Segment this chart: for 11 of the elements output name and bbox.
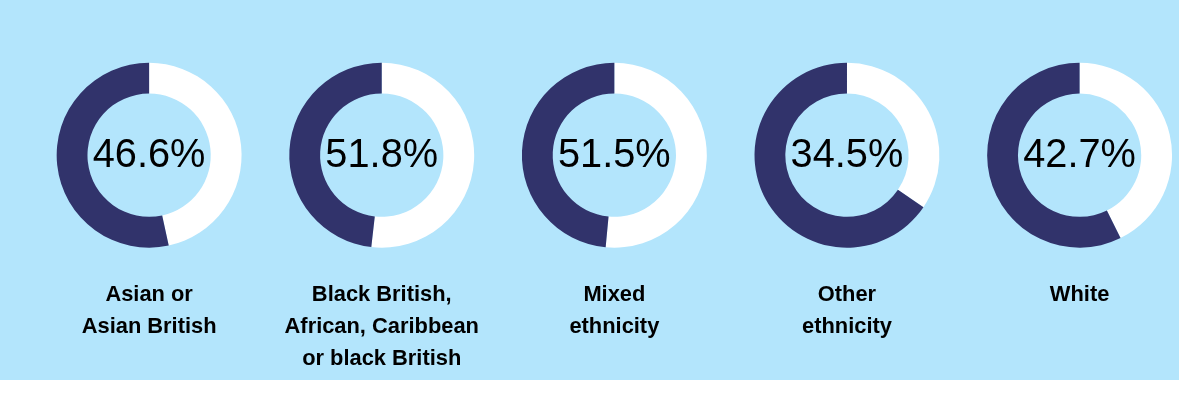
text: White <box>1049 281 1110 307</box>
donut-slice <box>754 62 924 248</box>
text: Other ethnicity <box>802 281 893 339</box>
data-label: 51.5% <box>557 131 671 176</box>
data-label: 51.8% <box>325 131 439 176</box>
data-label: 42.7% <box>1023 131 1136 176</box>
text: Black British, African, Caribbean or black British <box>284 281 479 370</box>
data-label: 34.5% <box>790 131 904 176</box>
data-label: 46.6% <box>92 131 206 176</box>
text: Asian or Asian British <box>81 281 217 339</box>
text: Mixed ethnicity <box>569 281 661 339</box>
